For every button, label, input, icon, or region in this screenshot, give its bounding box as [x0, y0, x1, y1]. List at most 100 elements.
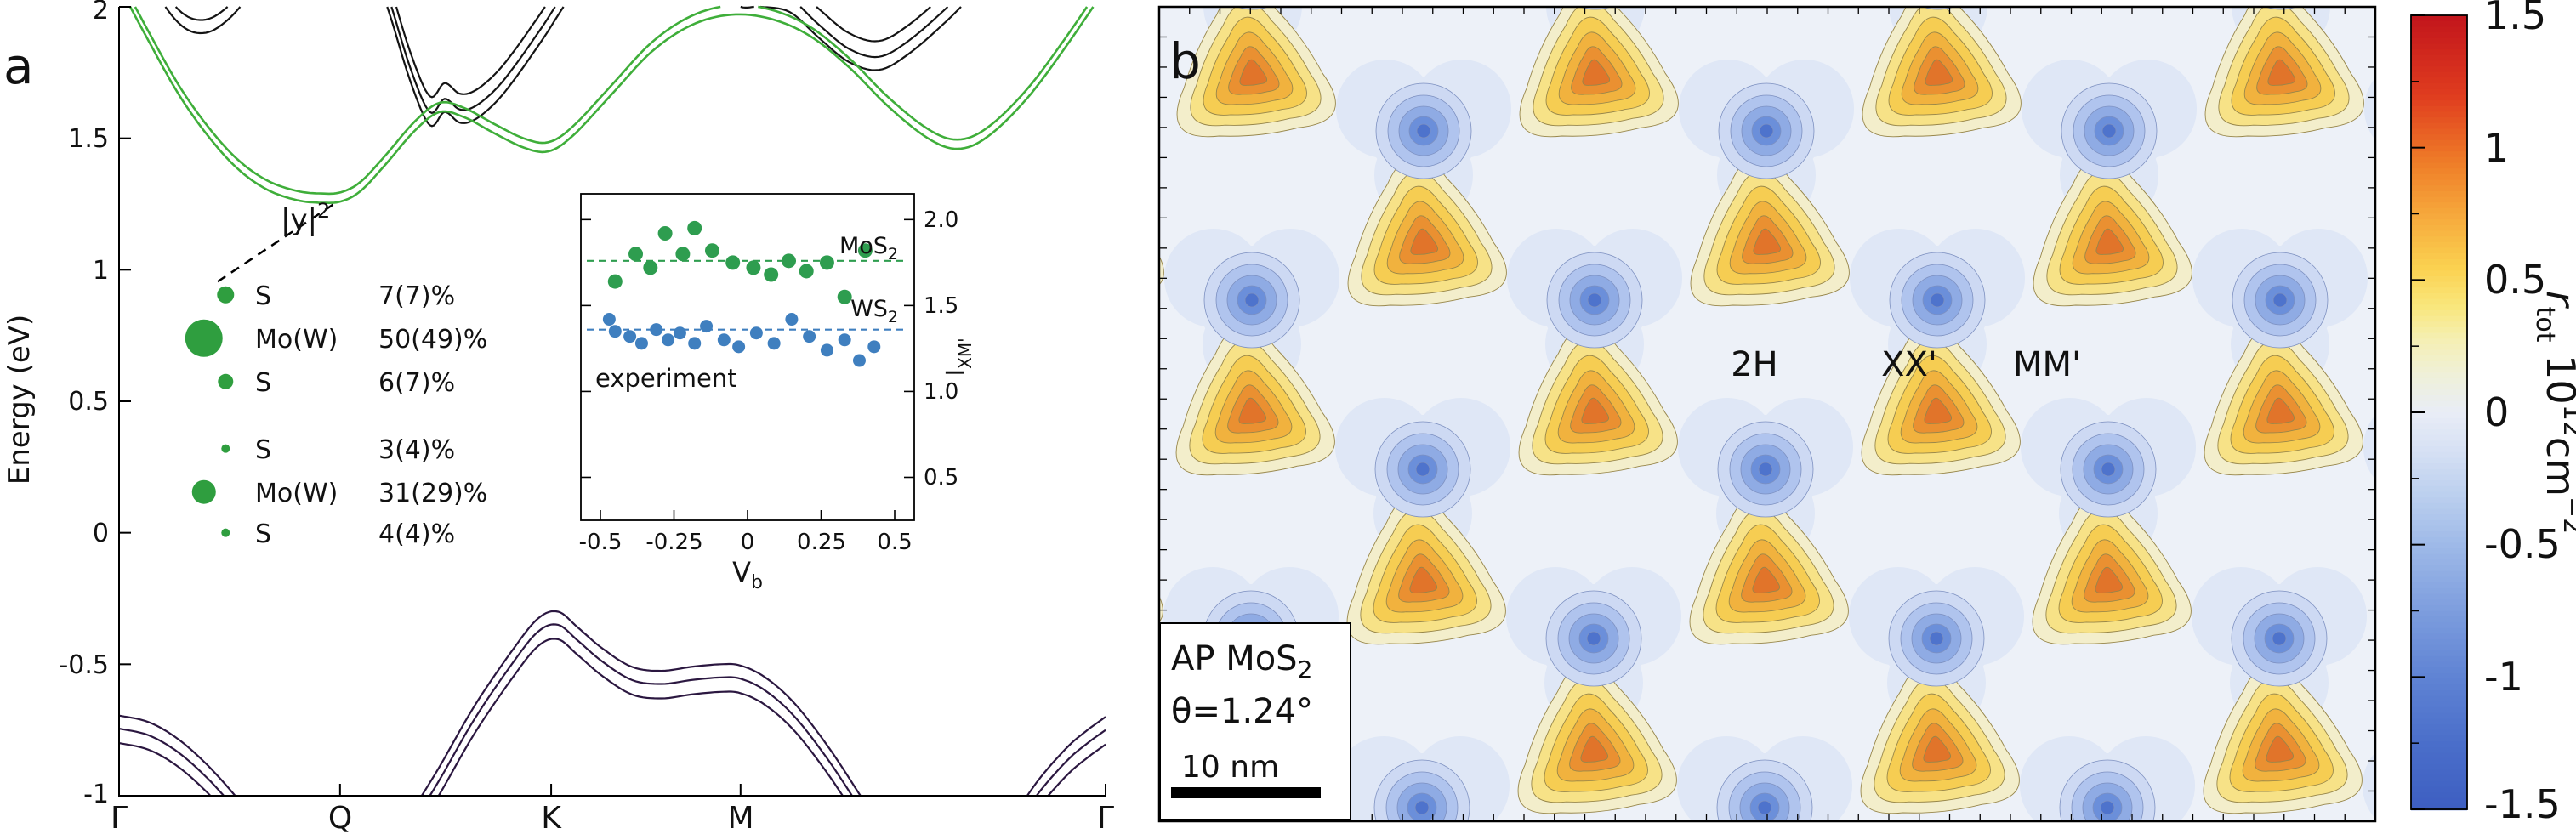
- colorbar-strip: [2411, 791, 2467, 799]
- colorbar-ticks-layer: [2411, 14, 2425, 810]
- inset-point-WS2: [602, 313, 616, 326]
- ytick-label: 0: [93, 519, 109, 548]
- inset-point-WS2: [732, 340, 746, 354]
- inset-point-WS2: [608, 325, 622, 338]
- inset-point-WS2: [867, 340, 881, 354]
- colorbar-strip: [2411, 621, 2467, 629]
- inset-point-MoS2: [628, 247, 644, 262]
- scalebar-label: 10 nm: [1181, 750, 1279, 785]
- colorbar-strip: [2411, 326, 2467, 334]
- mm-triangle-contour: [1925, 59, 1953, 86]
- colorbar-strip: [2411, 321, 2467, 329]
- inset-series-label-mos2: MoS2: [839, 233, 898, 264]
- inset-point-WS2: [803, 330, 816, 343]
- colorbar-strip: [2411, 423, 2467, 431]
- colorbar-strip: [2411, 774, 2467, 782]
- colorbar-strip: [2411, 219, 2467, 227]
- colorbar-strip: [2411, 412, 2467, 419]
- colorbar-strip: [2411, 531, 2467, 538]
- band-curve-conduction-black: [816, 6, 931, 43]
- colorbar-strip: [2411, 417, 2467, 425]
- band-curve-valence: [1047, 743, 1106, 797]
- inset-xtick-label: 0.5: [877, 530, 912, 555]
- region-label-2h: 2H: [1731, 345, 1778, 384]
- colorbar-strip: [2411, 15, 2467, 22]
- colorbar-strip: [2411, 111, 2467, 119]
- colorbar-strip: [2411, 332, 2467, 340]
- colorbar-strip: [2411, 196, 2467, 204]
- mm-triangle-contour: [1752, 566, 1781, 593]
- colorbar-strip: [2411, 565, 2467, 572]
- composition-row: S 3(4)%: [255, 435, 455, 465]
- region-label-xx: XX': [1881, 345, 1937, 384]
- inset-point-MoS2: [675, 247, 691, 262]
- colorbar-strip: [2411, 706, 2467, 714]
- colorbar-strip: [2411, 661, 2467, 669]
- colorbar-strip: [2411, 695, 2467, 703]
- mm-triangle-contour: [1581, 397, 1610, 424]
- kpoint-label: Γ: [1097, 801, 1114, 834]
- colorbar-strip: [2411, 633, 2467, 641]
- colorbar-strip: [2411, 32, 2467, 39]
- colorbar-strip: [2411, 173, 2467, 181]
- inset-point-WS2: [650, 323, 663, 337]
- colorbar-strip: [2411, 230, 2467, 238]
- colorbar-strip: [2411, 797, 2467, 805]
- band-curves-layer: [118, 5, 1106, 797]
- colorbar-strip: [2411, 497, 2467, 504]
- colorbar-strip: [2411, 287, 2467, 295]
- annotation-markers-layer: [185, 200, 339, 537]
- colorbar-strip: [2411, 786, 2467, 794]
- inset-point-MoS2: [837, 289, 852, 304]
- inset-xtick-label: -0.25: [645, 530, 702, 555]
- colorbar-strip: [2411, 236, 2467, 244]
- mask: [1144, 0, 1159, 834]
- xx-spot-contour: [1758, 462, 1773, 477]
- inset-point-MoS2: [857, 243, 873, 258]
- mm-triangle-contour: [1753, 228, 1782, 255]
- inset-point-WS2: [634, 337, 648, 350]
- colorbar-strip: [2411, 553, 2467, 561]
- panel-a-label: a: [3, 37, 34, 95]
- xx-spot-contour: [1414, 800, 1430, 815]
- mm-triangle-contour: [1410, 228, 1439, 255]
- mask: [1144, 821, 2576, 834]
- colorbar-strip: [2411, 298, 2467, 306]
- band-curve-valence: [429, 623, 853, 797]
- map-ticks-layer: [1159, 7, 2375, 821]
- colorbar-strip: [2411, 156, 2467, 164]
- colorbar-strip: [2411, 684, 2467, 692]
- xx-spot-contour: [1759, 123, 1774, 139]
- colorbar-strip: [2411, 735, 2467, 743]
- colorbar-tick-label: 1: [2484, 125, 2509, 171]
- colorbar-strip: [2411, 383, 2467, 391]
- inset-point-WS2: [662, 333, 675, 347]
- panel-a-band-structure: a Energy (eV) 2 1.5 1 0.5 0 -0.5 -1 Γ Q …: [3, 0, 1114, 834]
- mm-triangle-contour: [2267, 59, 2296, 86]
- colorbar-strip: [2411, 83, 2467, 90]
- colorbar-strip: [2411, 100, 2467, 107]
- colorbar-strip: [2411, 519, 2467, 527]
- mm-triangle-contour: [1924, 397, 1953, 424]
- colorbar-strip: [2411, 400, 2467, 408]
- mm-triangle-contour: [2266, 735, 2295, 763]
- colorbar-strip: [2411, 54, 2467, 62]
- band-curve-conduction-black: [164, 6, 242, 35]
- colorbar-strip: [2411, 224, 2467, 232]
- colorbar-strip: [2411, 241, 2467, 249]
- colorbar-strip: [2411, 610, 2467, 618]
- colorbar-strip: [2411, 712, 2467, 720]
- colorbar-strip: [2411, 264, 2467, 272]
- colorbar-strip: [2411, 179, 2467, 187]
- kpoint-label: M: [727, 801, 753, 834]
- colorbar-strip: [2411, 536, 2467, 544]
- colorbar-strip: [2411, 168, 2467, 175]
- composition-weight-dot: [221, 444, 230, 453]
- energy-axis-label: Energy (eV): [3, 315, 37, 485]
- colorbar-strip: [2411, 729, 2467, 737]
- axis-frame: [118, 7, 1106, 797]
- inset-point-MoS2: [819, 255, 834, 270]
- inset-note: experiment: [595, 364, 737, 393]
- colorbar-strip: [2411, 207, 2467, 215]
- colorbar-tick-label: -0.5: [2484, 521, 2561, 567]
